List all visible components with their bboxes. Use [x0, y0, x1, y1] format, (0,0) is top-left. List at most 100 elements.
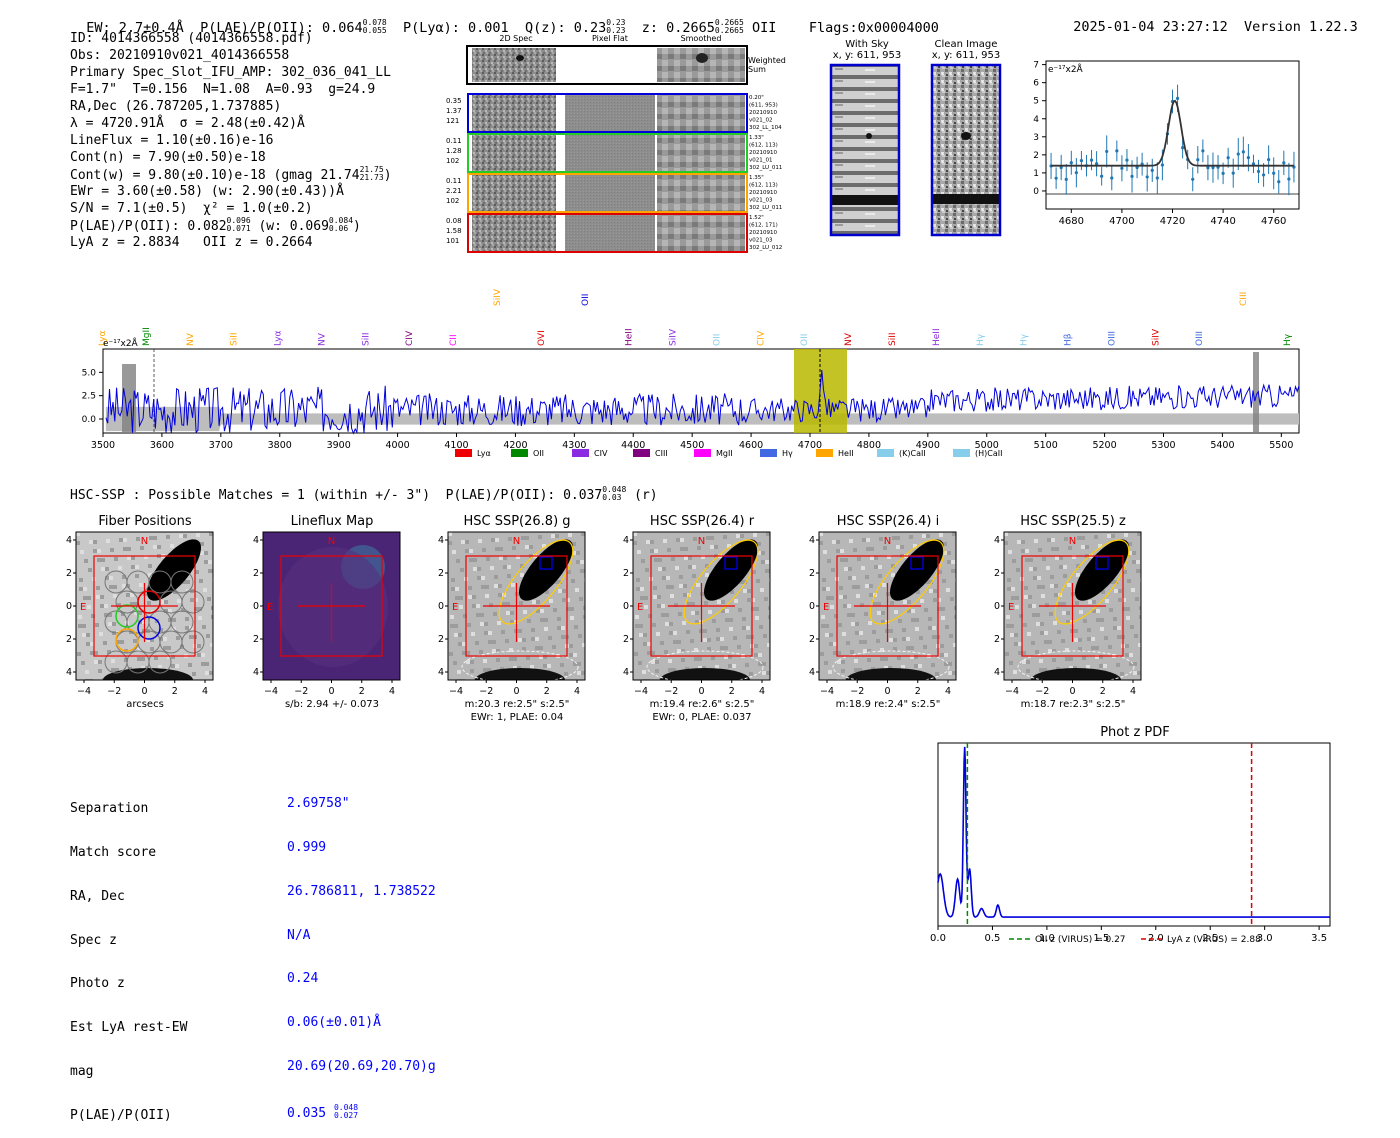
cutout-right-label: 302_LU_011 [749, 205, 782, 211]
zoom-point [1130, 174, 1134, 178]
zoom-point [1256, 169, 1261, 174]
header-summary: EW: 2.7±0.4Å P(LAE)/P(OII): 0.064 0.078 0.… [70, 3, 939, 37]
info-contw: Cont(w) = 9.80(±0.10)e-18 (gmag 21.74 21.… [70, 166, 460, 184]
match-value-plae: 0.035 0.048 0.027 [287, 1102, 436, 1122]
photz-xtick-label: 3.0 [1257, 933, 1273, 944]
spec-line-label: OVI [537, 330, 547, 346]
photz-xtick-label: 1.0 [1039, 933, 1055, 944]
panel-ytick-label: −4 [993, 667, 1000, 678]
panel-xtick-label: −2 [850, 686, 864, 697]
match-label-plae: P(LAE)/P(OII) [70, 1107, 172, 1123]
photz-svg: Phot z PDF 0.0 0.5 1.0 1.5 2.0 2.5 3.0 3.5 OII … [930, 725, 1331, 945]
panel-ytick-label: −2 [808, 634, 815, 645]
cutout-row: 0.11 1.28 102 1.33" (612, 113)20210910 v021_0… [446, 133, 782, 173]
panel-xtick-label: 2 [172, 686, 178, 697]
spec-yunit: e⁻¹⁷x2Å [103, 337, 139, 349]
spec-xtick-label: 5500 [1269, 440, 1293, 451]
spec-xtick-label: 5300 [1151, 440, 1175, 451]
info-plae-mid: (w: 0.069 [250, 219, 329, 234]
spec-ytick-label: 2.5 [82, 392, 96, 402]
panel-north-label: N [141, 536, 148, 547]
panel-xtick-label: −2 [479, 686, 493, 697]
zoom-point [1115, 149, 1119, 153]
cutout-row-frame [467, 173, 748, 213]
match-values: 2.69758" 0.999 26.786811, 1.738522 N/A 0… [287, 768, 436, 1136]
zoom-point [1287, 177, 1291, 181]
panel-xtick-label: 4 [759, 686, 765, 697]
panel-xtick-label: −2 [294, 686, 308, 697]
spec-legend-swatch [694, 449, 711, 457]
panel-xtick-label: 2 [1100, 686, 1106, 697]
image-panel-svg: HSC SSP(26.4) i N E 4 2 0 −2 −4 −4 −2 0 2 4 m:18.9 re… [801, 514, 957, 710]
zoom-xtick-label: 4720 [1160, 216, 1185, 227]
photz-legend-oii: OII z (VIRUS) = 0.27 [1035, 935, 1126, 945]
image-panel-svg: HSC SSP(26.8) g N E 4 2 0 −2 −4 −4 −2 0 2 4 m:20.3 re… [430, 514, 586, 723]
spec-line-label: OII [800, 334, 810, 346]
zoom-ytick-label: 6 [1033, 79, 1039, 89]
cutout-row: 0.35 1.37 121 0.20" (611, 953)20210910 v021_0… [446, 93, 782, 133]
spec-xtick-label: 4400 [621, 440, 645, 451]
spec-line-label: CII [449, 334, 459, 346]
panel-aperture [836, 555, 939, 657]
zoom-point [1241, 150, 1245, 154]
spec-xtick-label: 5100 [1034, 440, 1058, 451]
cutout-right-label: (611, 953) [749, 103, 778, 109]
spec-legend-swatch [816, 449, 833, 457]
panel-image [819, 532, 956, 680]
panel-xtick-label: 0 [884, 686, 890, 697]
zoom-ytick-label: 3 [1033, 133, 1039, 143]
spec-xtick-label: 4300 [562, 440, 586, 451]
cutout-left-label: 121 [446, 117, 459, 125]
panel-ytick-label: −4 [252, 667, 259, 678]
with-sky-band [831, 195, 899, 205]
panel-xtick-label: −4 [77, 686, 91, 697]
full-spectrum: Lyα MgII NV SiII Lyα NV SiII CIV CII SiIV OVI OII He… [60, 278, 1320, 463]
header-datetime-version: 2025-01-04 23:27:12 Version 1.22.3 [1057, 3, 1358, 35]
spec-line-label: MgII [142, 327, 152, 346]
zoom-point [1089, 158, 1094, 162]
cutouts-svg: 2D Spec Pixel Flat Smoothed Weighted Sum… [446, 34, 786, 253]
panel-east-label: E [267, 602, 273, 613]
cutout-left-label: 0.35 [446, 97, 462, 105]
panel-image [448, 532, 585, 680]
spec-masked-region-right [1253, 352, 1259, 433]
cutout-smoothed [657, 135, 745, 171]
panel-ytick-label: 4 [66, 535, 72, 546]
photz-xtick-label: 1.5 [1093, 933, 1109, 944]
image-panels: Fiber Positions N E 4 2 0 −2 −4 −4 −2 0 2 4 arcsecs Li… [0, 510, 1400, 725]
spec-xtick-label: 3600 [150, 440, 174, 451]
spec-xtick-label: 5200 [1092, 440, 1116, 451]
match-plae-sup: 0.048 [333, 1102, 359, 1112]
spec-line-label: CIV [756, 330, 766, 346]
zoom-ytick-label: 4 [1033, 115, 1039, 125]
panel-ytick-label: 2 [809, 568, 815, 579]
panel-east-label: E [452, 602, 458, 613]
panel-xtick-label: −4 [820, 686, 834, 697]
zoom-point [1135, 165, 1139, 170]
spec-line-label: Hγ [1283, 333, 1293, 346]
zoom-point [1226, 156, 1230, 160]
with-sky-title: With Sky [845, 39, 889, 50]
panel-title: HSC SSP(26.4) i [837, 514, 939, 529]
cutout-right-label: (612, 113) [749, 143, 778, 149]
sky-images: With Sky x, y: 611, 953 Clean Image x, y… [825, 37, 1010, 237]
panel-caption-2: EWr: 1, PLAE: 0.04 [471, 712, 564, 723]
cutout-row: 0.11 2.21 102 1.35" (612, 113)20210910 v021_0… [446, 173, 782, 213]
clean-image-source [961, 132, 971, 140]
info-plae-w-sup: 0.084 [328, 216, 354, 225]
cutout-row-frame [467, 133, 748, 173]
zoom-point [1125, 158, 1129, 162]
spec-xtick-label: 4700 [798, 440, 822, 451]
zoom-point [1079, 158, 1084, 163]
info-contn: Cont(n) = 7.90(±0.50)e-18 [70, 150, 266, 165]
header-plae-sub: 0.055 [362, 26, 387, 35]
image-panel-svg: Lineflux Map N E 4 2 0 −2 −4 −4 −2 0 2 4 s/b: 2.94 +/… [245, 514, 401, 710]
zoom-point [1150, 168, 1154, 172]
panel-xtick-label: 0 [1069, 686, 1075, 697]
zoom-plot-frame [1045, 60, 1300, 210]
spectrum-cutouts: 2D Spec Pixel Flat Smoothed Weighted Sum… [440, 30, 810, 260]
panel-title: Fiber Positions [98, 514, 191, 529]
cutout-right-label: v021_01 [749, 158, 773, 164]
spec-line-label: CIV [405, 330, 415, 346]
